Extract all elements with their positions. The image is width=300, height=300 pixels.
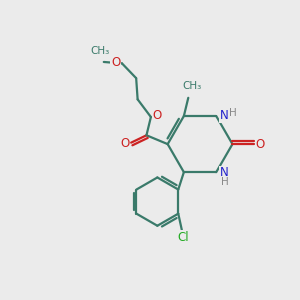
Text: H: H <box>220 177 228 187</box>
Text: H: H <box>229 107 236 118</box>
Text: N: N <box>220 109 229 122</box>
Text: O: O <box>120 137 129 150</box>
Text: Cl: Cl <box>178 231 189 244</box>
Text: O: O <box>111 56 120 69</box>
Text: O: O <box>256 138 265 151</box>
Text: CH₃: CH₃ <box>91 46 110 56</box>
Text: O: O <box>153 109 162 122</box>
Text: CH₃: CH₃ <box>182 81 201 91</box>
Text: N: N <box>220 166 229 179</box>
